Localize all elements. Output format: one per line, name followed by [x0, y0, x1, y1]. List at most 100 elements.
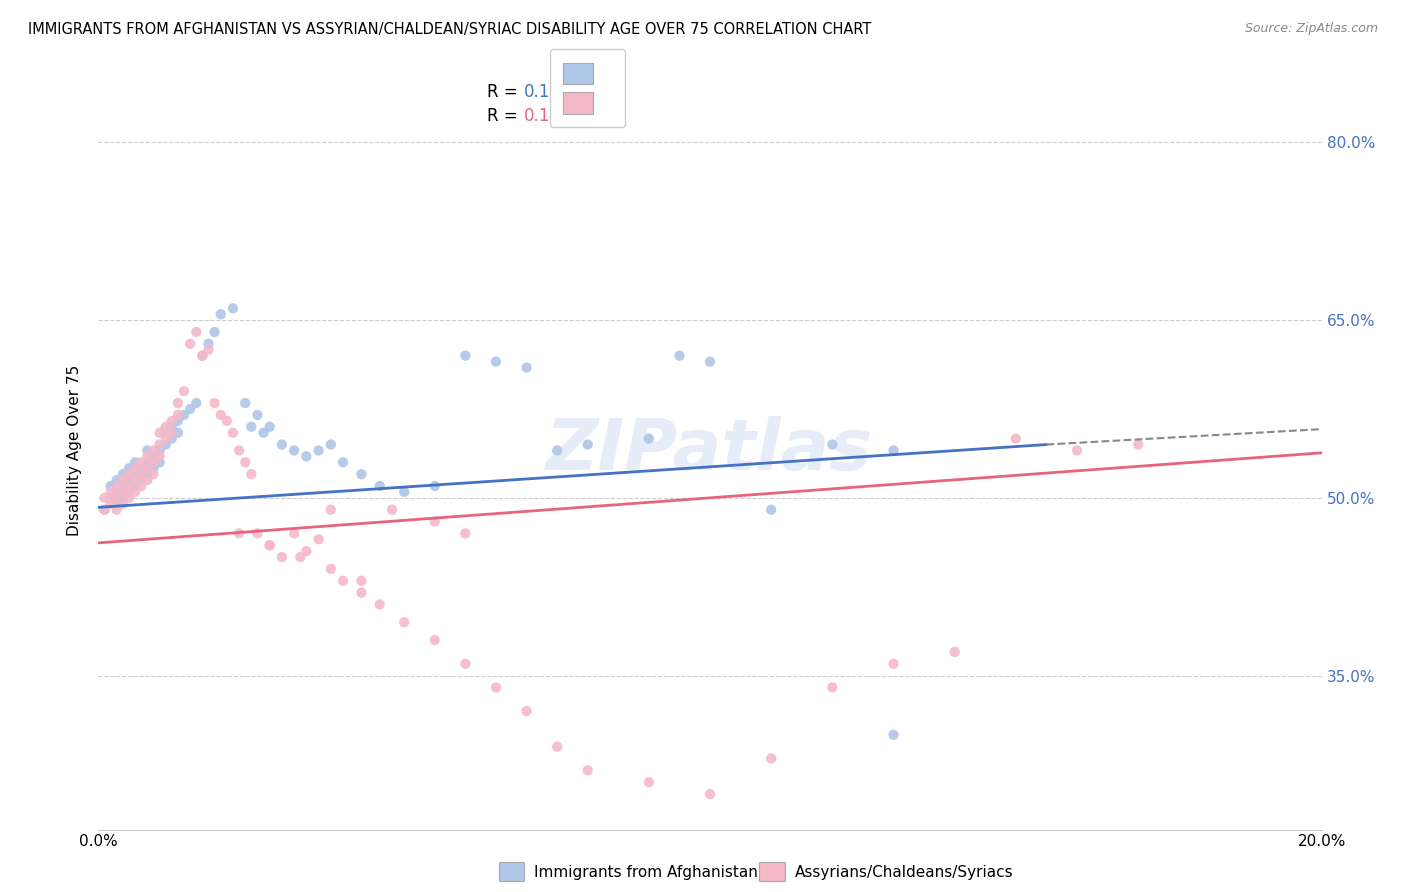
- Point: [129, 455, 152, 469]
- Point: [105, 473, 128, 487]
- Point: [392, 484, 416, 499]
- Point: [142, 443, 165, 458]
- Text: R =: R =: [488, 107, 523, 126]
- Point: [149, 450, 172, 464]
- Point: [943, 645, 966, 659]
- Point: [240, 467, 263, 482]
- Point: [105, 484, 128, 499]
- Point: [179, 402, 201, 417]
- Point: [136, 473, 159, 487]
- Point: [332, 455, 354, 469]
- Point: [111, 473, 134, 487]
- Point: [883, 728, 905, 742]
- Point: [100, 491, 122, 505]
- Point: [136, 461, 159, 475]
- Point: [124, 467, 146, 482]
- Point: [332, 574, 354, 588]
- Point: [423, 515, 446, 529]
- Point: [454, 349, 477, 363]
- Point: [259, 538, 281, 552]
- Point: [883, 443, 905, 458]
- Point: [160, 432, 183, 446]
- Point: [668, 349, 690, 363]
- Point: [155, 419, 177, 434]
- Text: Source: ZipAtlas.com: Source: ZipAtlas.com: [1244, 22, 1378, 36]
- Point: [118, 461, 141, 475]
- Y-axis label: Disability Age Over 75: Disability Age Over 75: [67, 365, 83, 536]
- Point: [186, 396, 208, 410]
- Point: [111, 497, 134, 511]
- Point: [204, 396, 226, 410]
- Point: [209, 307, 232, 321]
- Point: [136, 467, 159, 482]
- Point: [105, 497, 128, 511]
- Point: [485, 681, 508, 695]
- Point: [142, 455, 165, 469]
- Point: [173, 384, 195, 399]
- Point: [160, 419, 183, 434]
- Point: [155, 437, 177, 451]
- Point: [228, 526, 250, 541]
- Text: N =: N =: [564, 83, 610, 101]
- Point: [368, 479, 391, 493]
- Point: [129, 479, 152, 493]
- Point: [270, 437, 292, 451]
- Point: [350, 467, 373, 482]
- Point: [129, 467, 152, 482]
- Point: [270, 550, 292, 565]
- Point: [209, 408, 232, 422]
- Point: [319, 562, 342, 576]
- Point: [350, 574, 373, 588]
- Point: [576, 437, 599, 451]
- Point: [516, 360, 538, 375]
- Point: [546, 739, 568, 754]
- Point: [240, 419, 263, 434]
- Point: [118, 479, 141, 493]
- Point: [124, 479, 146, 493]
- Point: [637, 775, 661, 789]
- Point: [1066, 443, 1088, 458]
- Point: [136, 443, 159, 458]
- Point: [118, 467, 141, 482]
- Point: [129, 473, 152, 487]
- Point: [155, 425, 177, 440]
- Point: [105, 491, 128, 505]
- Point: [118, 473, 141, 487]
- Point: [423, 633, 446, 648]
- Point: [204, 325, 226, 339]
- Point: [160, 414, 183, 428]
- Point: [149, 437, 172, 451]
- Point: [308, 533, 330, 547]
- Point: [821, 681, 844, 695]
- Point: [111, 467, 134, 482]
- Point: [699, 787, 721, 801]
- Point: [142, 450, 165, 464]
- Text: 65: 65: [606, 83, 627, 101]
- Point: [197, 336, 219, 351]
- Point: [215, 414, 238, 428]
- Point: [124, 484, 146, 499]
- Point: [290, 550, 312, 565]
- Point: [142, 467, 165, 482]
- Text: 80: 80: [606, 107, 627, 126]
- Point: [295, 450, 318, 464]
- Point: [637, 432, 661, 446]
- Point: [259, 538, 281, 552]
- Point: [392, 615, 416, 630]
- Point: [308, 443, 330, 458]
- Point: [179, 336, 201, 351]
- Point: [118, 491, 141, 505]
- Text: ZIPatlas: ZIPatlas: [547, 416, 873, 485]
- Point: [454, 526, 477, 541]
- Point: [93, 502, 115, 516]
- Point: [381, 502, 404, 516]
- Text: 0.100: 0.100: [524, 83, 571, 101]
- Point: [228, 443, 250, 458]
- Point: [546, 443, 568, 458]
- Point: [149, 425, 172, 440]
- Point: [191, 349, 214, 363]
- Point: [516, 704, 538, 718]
- Point: [283, 443, 305, 458]
- Point: [233, 396, 256, 410]
- Point: [155, 432, 177, 446]
